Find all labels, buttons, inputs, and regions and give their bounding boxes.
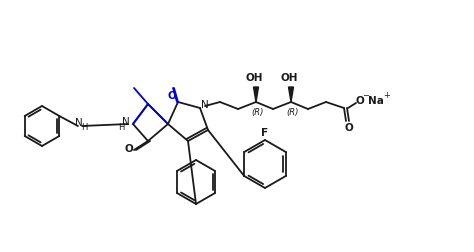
Text: OH: OH <box>245 73 263 83</box>
Text: −: − <box>363 91 370 101</box>
Text: (R): (R) <box>287 108 299 116</box>
Text: N: N <box>201 100 209 110</box>
Text: +: + <box>383 91 391 101</box>
Text: OH: OH <box>280 73 298 83</box>
Text: N: N <box>122 117 130 127</box>
Text: H: H <box>81 122 87 132</box>
Text: O: O <box>345 123 354 133</box>
Text: N: N <box>75 118 83 128</box>
Text: Na: Na <box>368 96 384 106</box>
Text: (R): (R) <box>252 108 264 116</box>
Text: H: H <box>118 122 124 132</box>
Polygon shape <box>289 87 293 102</box>
Polygon shape <box>254 87 258 102</box>
Text: F: F <box>262 128 269 138</box>
Text: O: O <box>168 91 176 101</box>
Text: O: O <box>356 96 365 106</box>
Text: O: O <box>125 144 133 154</box>
